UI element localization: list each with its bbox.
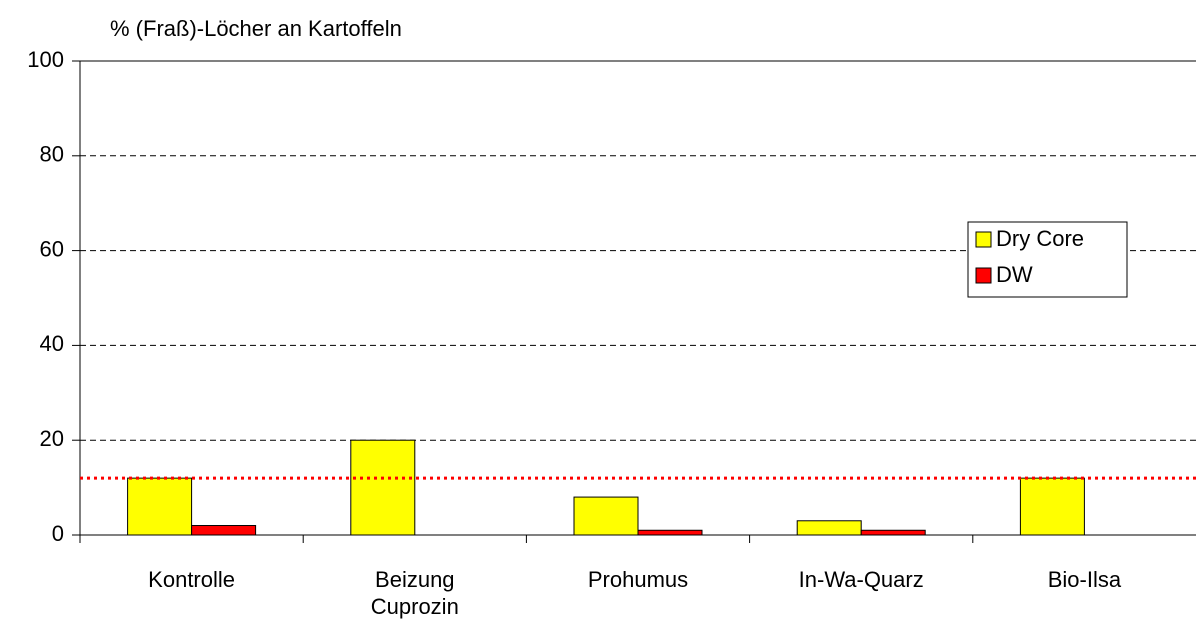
y-tick-label: 0 bbox=[52, 521, 64, 546]
x-tick-label: Kontrolle bbox=[148, 567, 236, 592]
x-tick-label: Prohumus bbox=[587, 567, 689, 592]
legend-label: DW bbox=[996, 262, 1033, 287]
x-tick-label: In-Wa-Quarz bbox=[798, 567, 924, 592]
bar bbox=[350, 439, 416, 536]
y-axis-title: % (Fraß)-Löcher an Kartoffeln bbox=[110, 16, 402, 41]
legend-swatch bbox=[975, 267, 992, 284]
bar bbox=[796, 520, 862, 536]
x-tick-label: Bio-Ilsa bbox=[1047, 567, 1122, 592]
bar bbox=[1019, 477, 1085, 536]
y-tick-label: 20 bbox=[40, 426, 64, 451]
y-tick-label: 60 bbox=[40, 236, 64, 261]
legend-swatch bbox=[975, 231, 992, 248]
x-tick-label: Beizung Cuprozin bbox=[370, 567, 459, 619]
legend-label: Dry Core bbox=[996, 226, 1084, 251]
y-tick-label: 80 bbox=[40, 142, 64, 167]
bar bbox=[637, 529, 703, 536]
y-tick-label: 100 bbox=[27, 47, 64, 72]
bar bbox=[191, 525, 257, 536]
legend-box bbox=[967, 221, 1128, 298]
y-tick-label: 40 bbox=[40, 331, 64, 356]
bar bbox=[573, 496, 639, 536]
bar bbox=[127, 477, 193, 536]
bar bbox=[860, 529, 926, 536]
